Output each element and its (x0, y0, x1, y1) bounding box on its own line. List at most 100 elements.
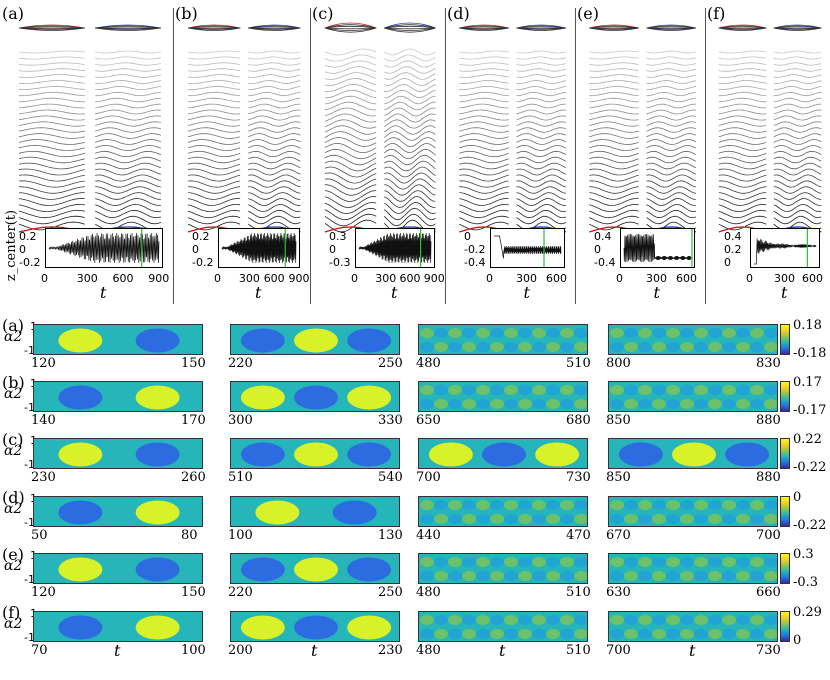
time-slice-curve (324, 83, 377, 93)
heatmap-pattern-blob (574, 385, 587, 395)
time-slice-curve (18, 80, 85, 84)
time-slice-curve (459, 168, 509, 176)
heatmap-blob (58, 328, 103, 353)
time-slice-curve (18, 56, 85, 60)
time-slice-curve (516, 85, 566, 91)
time-slice-curve (773, 198, 822, 206)
x-tick-label: 300 (375, 272, 397, 285)
heatmap-pattern-blob (624, 629, 638, 639)
time-slice-curve (384, 89, 436, 99)
time-slice-curve (773, 91, 822, 97)
heatmap-pattern-blob (638, 557, 652, 567)
time-slice-curve (18, 186, 85, 194)
time-slice-curve (589, 168, 639, 176)
time-slice-curve (589, 198, 639, 206)
time-slice-curve (459, 180, 509, 188)
heatmap-pattern-blob (532, 557, 546, 567)
cross-section-curve (773, 27, 822, 29)
colorbar (780, 324, 790, 355)
heatmap-pattern-blob (546, 615, 560, 625)
time-slice-curve (248, 192, 301, 200)
time-slice-curve (324, 66, 377, 74)
time-slice-curve (718, 80, 767, 84)
heatmap-row-label: (c) (2, 430, 24, 449)
time-slice-curve (18, 50, 85, 54)
x-tick-label: 0 (616, 272, 623, 285)
y-tick-label: 0 (464, 230, 471, 243)
time-slice-curve (18, 144, 85, 152)
time-slice-curve (646, 97, 696, 103)
time-slice-curve (248, 144, 301, 152)
heatmap-pattern-blob (652, 399, 666, 409)
time-slice-curve (718, 127, 767, 133)
heatmap-pattern-blob (504, 328, 518, 338)
time-slice-curve (516, 115, 566, 121)
heatmap-pattern-blob (624, 328, 638, 338)
heatmap-pattern-blob (560, 399, 574, 409)
time-slice-curve (459, 50, 509, 54)
panel-label: (e) (577, 4, 599, 23)
x-tick-label: 600 (546, 272, 567, 285)
time-slice-curve (384, 148, 436, 160)
heatmap-x-tick-end: 130 (378, 528, 403, 543)
heatmap-panel (230, 496, 400, 527)
heatmap-pattern-blob (764, 399, 777, 409)
heatmap-pattern-blob (504, 629, 518, 639)
time-slice-curve (516, 62, 566, 66)
time-slice-curve (516, 168, 567, 176)
x-tick-label: 300 (646, 272, 667, 285)
heatmap-panel (418, 553, 588, 584)
heatmap-x-tick-end: 80 (181, 528, 198, 543)
time-slice-curve (459, 91, 509, 97)
heatmap-pattern-blob (518, 385, 532, 395)
heatmap-row-label: (b) (2, 373, 25, 392)
time-slice-curve (773, 68, 822, 72)
time-slice-curve (384, 154, 436, 166)
heatmap-pattern-blob (476, 557, 490, 567)
heatmap-pattern-blob (694, 342, 708, 352)
time-slice-curve (248, 209, 301, 219)
time-slice-curve (384, 107, 436, 117)
heatmap-pattern-blob (652, 615, 666, 625)
heatmap-pattern-blob (652, 328, 666, 338)
time-slice-curve (187, 209, 241, 219)
x-tick-label: 600 (112, 272, 134, 285)
colorbar (780, 611, 790, 642)
time-slice-curve (18, 209, 85, 219)
heatmap-pattern-blob (546, 342, 560, 352)
time-slice-curve (589, 80, 639, 84)
time-slice-curve (248, 133, 301, 139)
time-slice-curve (384, 213, 436, 227)
heatmap-pattern-blob (764, 500, 777, 510)
heatmap-pattern-blob (652, 629, 666, 639)
time-slice-curve (18, 150, 85, 158)
heatmap-pattern-blob (420, 328, 434, 338)
heatmap-pattern-blob (574, 514, 587, 524)
time-slice-curve (187, 156, 241, 164)
time-slice-curve (773, 103, 822, 109)
cross-section-curve (188, 27, 241, 29)
cross-section-curve (384, 27, 436, 30)
heatmap-panel (608, 496, 778, 527)
heatmap-panel (608, 611, 778, 642)
colorbar-max-label: 0.17 (793, 375, 822, 390)
heatmap-pattern-blob (434, 385, 448, 395)
time-slice-curve (773, 97, 822, 103)
heatmap-pattern-blob (476, 629, 490, 639)
heatmap-pattern-blob (490, 328, 504, 338)
time-slice-curve (646, 121, 696, 127)
heatmap-pattern-blob (736, 629, 750, 639)
heatmap-pattern-blob (666, 399, 680, 409)
time-slice-curve (324, 207, 377, 221)
time-slice-curve (248, 85, 301, 91)
heatmap-blob (58, 615, 103, 640)
time-slice-curve (646, 144, 697, 152)
heatmap-pattern-blob (638, 328, 652, 338)
time-slice-curve (95, 115, 161, 121)
time-slice-curve (248, 115, 301, 121)
heatmap-pattern-blob (560, 500, 574, 510)
time-slice-curve (18, 215, 85, 225)
alpha2-label: α2 (4, 501, 23, 517)
z-center-timeseries (218, 228, 300, 268)
heatmap-pattern-blob (680, 615, 694, 625)
